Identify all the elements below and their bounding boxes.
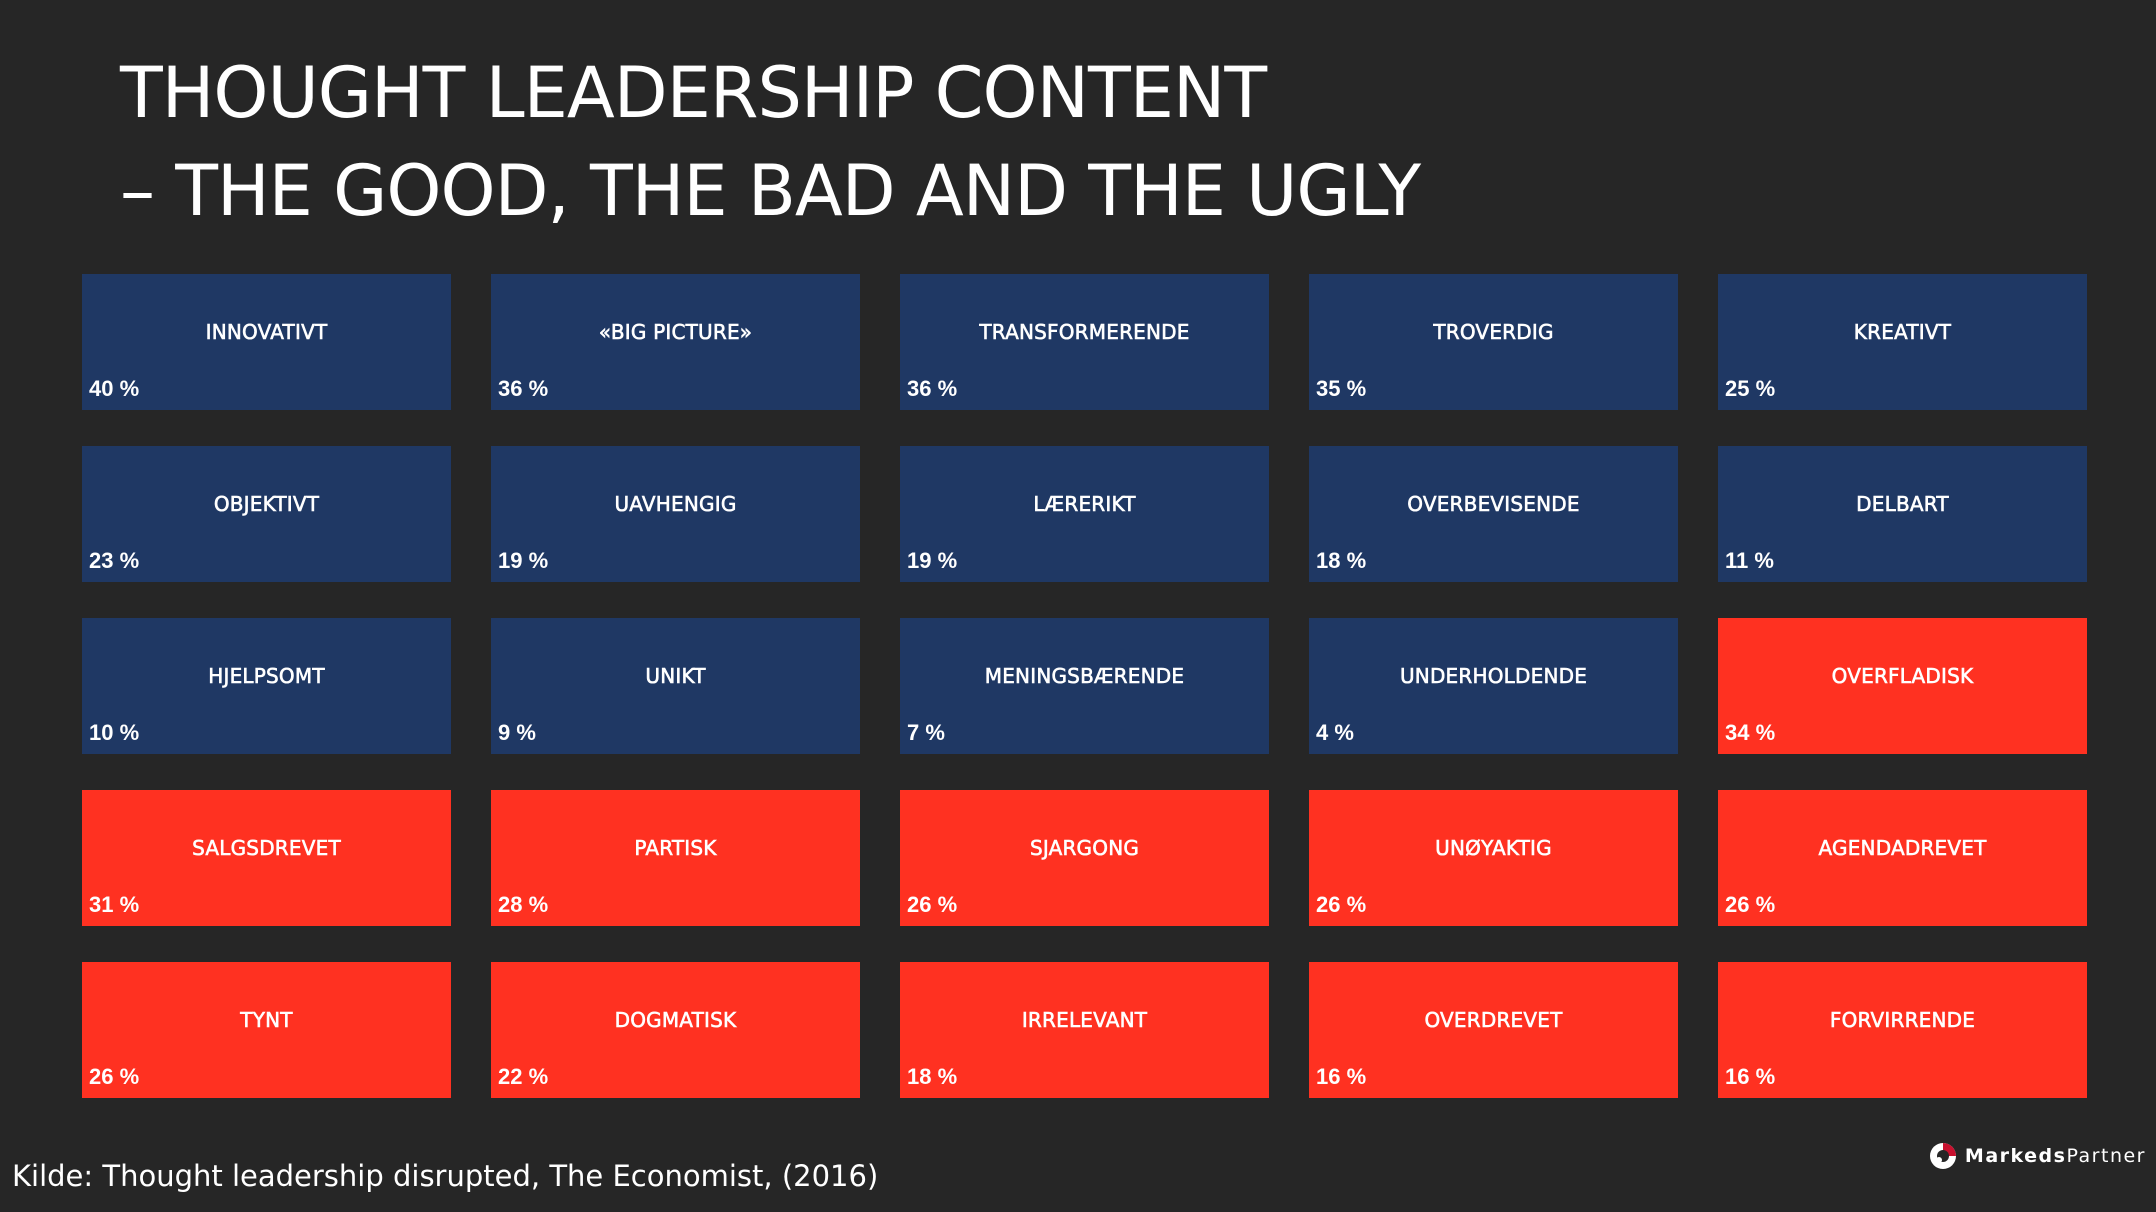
tile-label: UNIKT <box>645 664 706 689</box>
slide-title-line-2: – THE GOOD, THE BAD AND THE UGLY <box>120 150 1421 232</box>
tile-label: OVERDREVET <box>1424 1008 1563 1033</box>
tile-percentage: 10 % <box>89 720 140 745</box>
attribute-tile-negative: IRRELEVANT 18 % <box>900 962 1269 1098</box>
tile-percentage: 18 % <box>907 1064 958 1089</box>
attribute-tile-positive: LÆRERIKT 19 % <box>900 446 1269 582</box>
tile-label: DOGMATISK <box>614 1008 737 1033</box>
attribute-tile-positive: OVERBEVISENDE 18 % <box>1309 446 1678 582</box>
tile-label: HJELPSOMT <box>208 664 325 689</box>
tile-percentage: 26 % <box>89 1064 140 1089</box>
tile-label: TYNT <box>240 1008 293 1033</box>
attribute-tile-positive: KREATIVT 25 % <box>1718 274 2087 410</box>
tile-percentage: 7 % <box>907 720 945 745</box>
tile-label: OBJEKTIVT <box>213 492 320 517</box>
attribute-tile-negative: UNØYAKTIG 26 % <box>1309 790 1678 926</box>
tile-label: MENINGSBÆRENDE <box>984 664 1185 689</box>
tile-percentage: 25 % <box>1725 376 1776 401</box>
attribute-tile-negative: SJARGONG 26 % <box>900 790 1269 926</box>
attribute-tile-positive: MENINGSBÆRENDE 7 % <box>900 618 1269 754</box>
brand-name: MarkedsPartner <box>1965 1145 2146 1167</box>
tile-percentage: 26 % <box>1316 892 1367 917</box>
attribute-tile-positive: DELBART 11 % <box>1718 446 2087 582</box>
tile-percentage: 26 % <box>1725 892 1776 917</box>
attribute-tile-negative: FORVIRRENDE 16 % <box>1718 962 2087 1098</box>
tile-label: SJARGONG <box>1029 836 1140 861</box>
tile-label: UNØYAKTIG <box>1435 836 1552 861</box>
tile-label: PARTISK <box>634 836 717 861</box>
tile-label: AGENDADREVET <box>1818 836 1987 861</box>
tile-label: KREATIVT <box>1853 320 1952 345</box>
tile-percentage: 35 % <box>1316 376 1367 401</box>
tile-label: INNOVATIVT <box>205 320 328 345</box>
tile-percentage: 9 % <box>498 720 536 745</box>
tile-label: OVERFLADISK <box>1831 664 1974 689</box>
attribute-tile-negative: SALGSDREVET 31 % <box>82 790 451 926</box>
attribute-tile-positive: INNOVATIVT 40 % <box>82 274 451 410</box>
tile-percentage: 26 % <box>907 892 958 917</box>
markedspartner-logo-icon <box>1929 1143 1956 1169</box>
brand-name-bold: Markeds <box>1964 1145 2067 1167</box>
tile-label: IRRELEVANT <box>1021 1008 1148 1033</box>
tile-label: UAVHENGIG <box>614 492 737 517</box>
tile-percentage: 34 % <box>1725 720 1776 745</box>
tile-percentage: 18 % <box>1316 548 1367 573</box>
attribute-tile-negative: PARTISK 28 % <box>491 790 860 926</box>
tile-percentage: 36 % <box>907 376 958 401</box>
slide-title-line-1: THOUGHT LEADERSHIP CONTENT <box>120 52 1267 134</box>
tile-label: DELBART <box>1856 492 1949 517</box>
tile-label: SALGSDREVET <box>192 836 341 861</box>
attribute-tile-grid: INNOVATIVT 40 % «BIG PICTURE» 36 % TRANSFORM… <box>82 274 2089 1098</box>
attribute-tile-positive: HJELPSOMT 10 % <box>82 618 451 754</box>
tile-percentage: 23 % <box>89 548 140 573</box>
tile-percentage: 4 % <box>1316 720 1354 745</box>
attribute-tile-positive: UNDERHOLDENDE 4 % <box>1309 618 1678 754</box>
tile-percentage: 22 % <box>498 1064 549 1089</box>
tile-percentage: 19 % <box>907 548 958 573</box>
attribute-tile-negative: AGENDADREVET 26 % <box>1718 790 2087 926</box>
tile-percentage: 16 % <box>1725 1064 1776 1089</box>
attribute-tile-positive: TROVERDIG 35 % <box>1309 274 1678 410</box>
tile-label: TROVERDIG <box>1433 320 1554 345</box>
tile-percentage: 19 % <box>498 548 549 573</box>
tile-percentage: 16 % <box>1316 1064 1367 1089</box>
attribute-tile-negative: TYNT 26 % <box>82 962 451 1098</box>
tile-label: «BIG PICTURE» <box>598 320 753 345</box>
tile-label: LÆRERIKT <box>1033 492 1136 517</box>
attribute-tile-negative: DOGMATISK 22 % <box>491 962 860 1098</box>
tile-label: OVERBEVISENDE <box>1407 492 1580 517</box>
tile-label: FORVIRRENDE <box>1829 1008 1976 1033</box>
tile-percentage: 28 % <box>498 892 549 917</box>
brand-logo: MarkedsPartner <box>1929 1142 2146 1170</box>
attribute-tile-negative: OVERFLADISK 34 % <box>1718 618 2087 754</box>
slide-title: THOUGHT LEADERSHIP CONTENT – THE GOOD, T… <box>120 44 1421 240</box>
attribute-tile-positive: OBJEKTIVT 23 % <box>82 446 451 582</box>
attribute-tile-positive: UAVHENGIG 19 % <box>491 446 860 582</box>
brand-name-regular: Partner <box>2066 1145 2146 1167</box>
tile-percentage: 31 % <box>89 892 140 917</box>
tile-percentage: 40 % <box>89 376 140 401</box>
attribute-tile-positive: TRANSFORMERENDE 36 % <box>900 274 1269 410</box>
tile-label: UNDERHOLDENDE <box>1399 664 1588 689</box>
source-citation: Kilde: Thought leadership disrupted, The… <box>12 1159 879 1193</box>
attribute-tile-positive: UNIKT 9 % <box>491 618 860 754</box>
tile-label: TRANSFORMERENDE <box>979 320 1190 345</box>
attribute-tile-negative: OVERDREVET 16 % <box>1309 962 1678 1098</box>
tile-percentage: 36 % <box>498 376 549 401</box>
attribute-tile-positive: «BIG PICTURE» 36 % <box>491 274 860 410</box>
tile-percentage: 11 % <box>1725 548 1774 573</box>
